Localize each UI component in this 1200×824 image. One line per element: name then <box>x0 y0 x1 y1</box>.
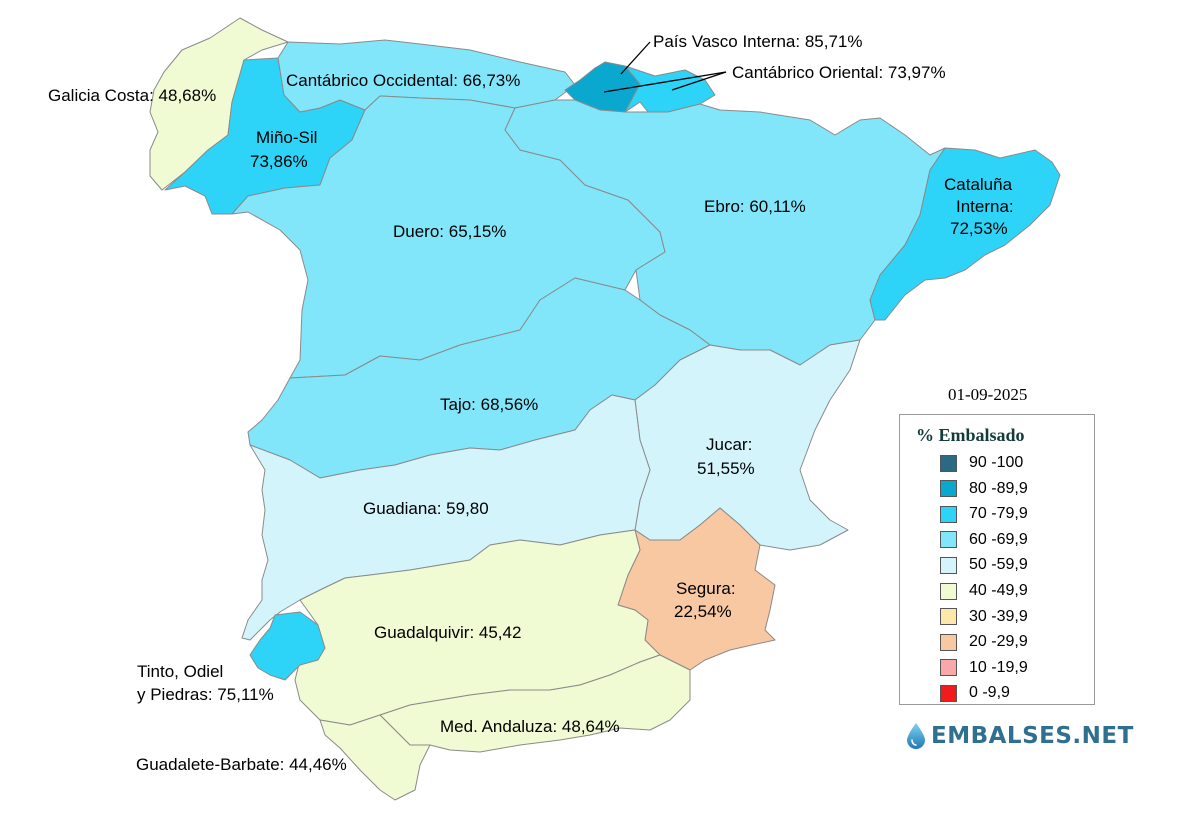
label-jucar-name: Jucar: <box>706 435 752 454</box>
legend-swatch <box>940 480 957 498</box>
legend-item: 10 -19,9 <box>940 658 1028 678</box>
label-tajo: Tajo: 68,56% <box>440 395 538 414</box>
legend-item: 50 -59,9 <box>940 555 1028 575</box>
legend-item: 70 -79,9 <box>940 504 1028 524</box>
legend-item-label: 50 -59,9 <box>969 556 1028 574</box>
leader-cantabrico-oriental-1 <box>603 71 727 93</box>
legend-item: 40 -49,9 <box>940 581 1028 601</box>
legend-item: 90 -100 <box>940 453 1023 473</box>
label-tinto-line2: y Piedras: 75,11% <box>137 685 274 704</box>
legend-item-label: 40 -49,9 <box>969 582 1028 599</box>
legend-item: 20 -29,9 <box>940 632 1028 652</box>
basin-cataluna-interna <box>869 147 1061 321</box>
legend-title: % Embalsado <box>916 425 1025 445</box>
label-med-andaluza: Med. Andaluza: 48,64% <box>440 717 620 736</box>
map-date: 01-09-2025 <box>948 385 1028 404</box>
label-galicia-costa: Galicia Costa: 48,68% <box>48 86 216 105</box>
label-jucar-value: 51,55% <box>697 459 755 478</box>
legend-item: 60 -69,9 <box>940 530 1028 550</box>
label-segura-value: 22,54% <box>674 602 732 621</box>
brand-name: EMBALSES.NET <box>931 723 1134 749</box>
legend-item-label: 0 -9,9 <box>969 684 1010 702</box>
leader-cantabrico-oriental-2 <box>671 71 727 91</box>
legend-swatch <box>940 684 957 702</box>
label-ebro: Ebro: 60,11% <box>704 197 806 216</box>
legend-item-label: 90 -100 <box>969 454 1024 471</box>
legend-item: 30 -39,9 <box>940 607 1028 627</box>
leader-pais-vasco <box>620 41 651 75</box>
legend-swatch <box>940 454 957 472</box>
legend-item-label: 20 -29,9 <box>969 633 1028 651</box>
basin-med-andaluza <box>379 654 691 753</box>
basin-tinto-odiel-piedras <box>249 611 326 681</box>
legend-swatch <box>940 608 957 626</box>
label-guadalquivir: Guadalquivir: 45,42 <box>374 623 521 642</box>
legend-item-label: 70 -79,9 <box>969 505 1028 523</box>
basin-galicia-costa <box>149 17 289 191</box>
label-cantabrico-oriental: Cantábrico Oriental: 73,97% <box>732 63 946 82</box>
legend: % Embalsado 90 -100 80 -89,9 70 -79,9 60 -6… <box>899 414 1095 705</box>
legend-swatch <box>940 505 957 523</box>
water-drop-icon <box>907 723 925 749</box>
basin-guadalquivir <box>294 529 661 726</box>
label-mino-sil-value: 73,86% <box>250 152 308 171</box>
label-cataluna-value: 72,53% <box>950 219 1008 238</box>
legend-item-label: 30 -39,9 <box>969 607 1028 625</box>
legend-swatch <box>940 582 957 600</box>
legend-item-label: 10 -19,9 <box>969 658 1028 676</box>
legend-item: 80 -89,9 <box>940 479 1028 499</box>
legend-swatch <box>940 556 957 574</box>
legend-swatch <box>940 531 957 549</box>
label-guadiana: Guadiana: 59,80 <box>363 499 489 518</box>
label-cataluna-name: Cataluña <box>944 175 1013 194</box>
basin-guadalete-barbate <box>319 714 431 801</box>
legend-item-label: 80 -89,9 <box>969 479 1028 497</box>
legend-item: 0 -9,9 <box>940 683 1010 703</box>
label-guadalete-barbate: Guadalete-Barbate: 44,46% <box>136 755 347 774</box>
label-tinto-line1: Tinto, Odiel <box>137 662 223 681</box>
legend-item-label: 60 -69,9 <box>969 530 1028 548</box>
label-duero: Duero: 65,15% <box>393 222 506 241</box>
label-mino-sil-name: Miño-Sil <box>256 128 317 147</box>
label-pais-vasco-interna: País Vasco Interna: 85,71% <box>653 32 862 51</box>
label-cataluna-sub: Interna: <box>956 197 1014 216</box>
label-segura-name: Segura: <box>676 579 736 598</box>
legend-swatch <box>940 659 957 677</box>
brand-logo: EMBALSES.NET <box>905 722 1134 750</box>
legend-swatch <box>940 633 957 651</box>
label-cantabrico-occidental: Cantábrico Occidental: 66,73% <box>286 71 520 90</box>
